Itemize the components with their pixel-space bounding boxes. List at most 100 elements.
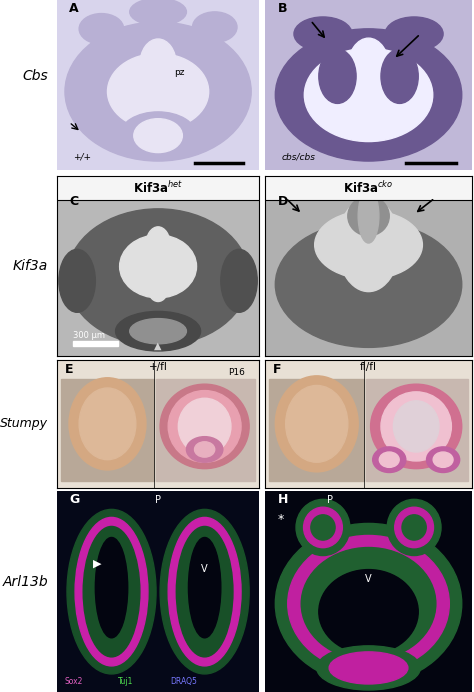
Text: A: A (69, 2, 79, 15)
Ellipse shape (148, 275, 168, 302)
Ellipse shape (146, 227, 170, 263)
Ellipse shape (176, 527, 233, 657)
Ellipse shape (393, 401, 439, 452)
Ellipse shape (315, 210, 422, 279)
Text: Cilia Mutant: Cilia Mutant (323, 6, 414, 21)
Ellipse shape (371, 384, 462, 468)
Ellipse shape (348, 38, 389, 98)
Text: Control: Control (132, 6, 188, 21)
Text: Kif3a$^{cko}$: Kif3a$^{cko}$ (343, 180, 394, 196)
Ellipse shape (329, 652, 408, 684)
Text: P: P (327, 495, 333, 505)
Text: DRAQ5: DRAQ5 (170, 677, 197, 686)
Ellipse shape (319, 49, 356, 103)
Text: C: C (69, 195, 78, 208)
Ellipse shape (65, 22, 251, 161)
Ellipse shape (304, 48, 433, 142)
Text: ▲: ▲ (155, 341, 162, 351)
Ellipse shape (140, 39, 176, 90)
Ellipse shape (358, 189, 379, 243)
Ellipse shape (395, 507, 434, 547)
Bar (156, 379, 255, 482)
Ellipse shape (433, 452, 453, 467)
Ellipse shape (160, 509, 249, 674)
Text: 300 µm: 300 µm (73, 331, 105, 340)
Text: B: B (277, 2, 287, 15)
Ellipse shape (402, 515, 426, 540)
Ellipse shape (275, 29, 462, 161)
Text: Cbs: Cbs (23, 69, 48, 83)
Text: ▶: ▶ (93, 558, 102, 569)
Bar (366, 379, 468, 482)
Ellipse shape (134, 119, 182, 152)
Ellipse shape (427, 447, 460, 473)
Ellipse shape (119, 235, 197, 298)
Ellipse shape (192, 12, 237, 42)
Text: D: D (277, 195, 288, 208)
Ellipse shape (317, 646, 420, 690)
Text: Kif3a: Kif3a (13, 260, 48, 273)
Text: Stumpy: Stumpy (0, 417, 48, 430)
Ellipse shape (381, 49, 418, 103)
Ellipse shape (379, 452, 399, 467)
Ellipse shape (286, 385, 348, 462)
Text: pz: pz (174, 68, 185, 77)
Ellipse shape (130, 318, 186, 344)
Ellipse shape (95, 538, 128, 638)
Text: V: V (201, 563, 208, 574)
Ellipse shape (178, 399, 231, 455)
Ellipse shape (130, 0, 186, 26)
Ellipse shape (69, 378, 146, 470)
Ellipse shape (168, 390, 241, 462)
Ellipse shape (59, 249, 95, 312)
Text: G: G (69, 493, 79, 507)
Bar (73, 341, 118, 345)
Text: P16: P16 (228, 368, 245, 377)
Ellipse shape (67, 209, 249, 345)
Bar (61, 379, 154, 482)
Ellipse shape (186, 437, 223, 462)
Text: H: H (277, 493, 288, 507)
Ellipse shape (373, 447, 406, 473)
Ellipse shape (288, 536, 449, 672)
Text: Sox2: Sox2 (65, 677, 83, 686)
Text: E: E (65, 363, 73, 376)
Ellipse shape (385, 17, 443, 51)
Ellipse shape (337, 198, 400, 291)
Ellipse shape (275, 376, 358, 472)
Ellipse shape (108, 53, 209, 129)
Text: Tuj1: Tuj1 (118, 677, 133, 686)
Ellipse shape (303, 507, 342, 547)
Text: fl/fl: fl/fl (360, 362, 377, 372)
Ellipse shape (116, 311, 201, 351)
Ellipse shape (311, 515, 335, 540)
Ellipse shape (119, 112, 197, 159)
Text: +/+: +/+ (73, 152, 91, 161)
Ellipse shape (75, 518, 148, 666)
Ellipse shape (296, 500, 350, 556)
Text: Arl13b: Arl13b (3, 574, 48, 589)
Ellipse shape (319, 570, 418, 654)
Ellipse shape (168, 518, 241, 666)
Ellipse shape (79, 388, 136, 459)
Ellipse shape (387, 500, 441, 556)
Ellipse shape (275, 221, 462, 347)
Ellipse shape (83, 527, 140, 657)
Ellipse shape (301, 547, 436, 660)
Text: *: * (277, 513, 283, 527)
Text: P: P (155, 495, 161, 505)
Ellipse shape (294, 17, 352, 51)
Ellipse shape (160, 384, 249, 468)
Text: Kif3a$^{het}$: Kif3a$^{het}$ (133, 180, 183, 196)
Ellipse shape (189, 538, 221, 638)
Text: +/fl: +/fl (149, 362, 167, 372)
Ellipse shape (194, 441, 215, 457)
Ellipse shape (275, 523, 462, 684)
Text: F: F (273, 363, 282, 376)
Ellipse shape (67, 509, 156, 674)
Text: V: V (365, 574, 372, 583)
Ellipse shape (221, 249, 257, 312)
Bar (269, 379, 365, 482)
Bar (265, 176, 472, 200)
Text: cbs/cbs: cbs/cbs (282, 152, 316, 161)
